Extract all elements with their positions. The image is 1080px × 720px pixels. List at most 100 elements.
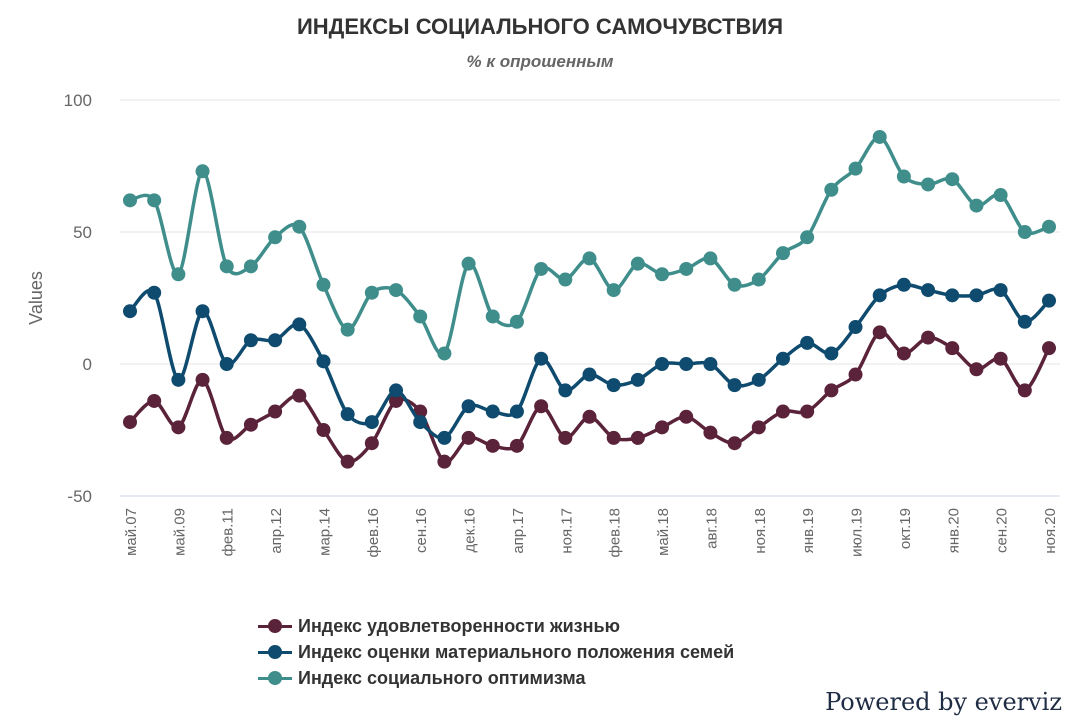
data-point[interactable] [509, 404, 524, 419]
data-point[interactable] [703, 425, 718, 440]
data-point[interactable] [558, 272, 573, 287]
data-point[interactable] [582, 409, 597, 424]
data-point[interactable] [679, 357, 694, 371]
data-point[interactable] [340, 407, 355, 422]
legend-item-material-situation[interactable]: Индекс оценки материального положения се… [258, 639, 734, 665]
data-point[interactable] [993, 351, 1008, 366]
data-point[interactable] [848, 320, 863, 335]
data-point[interactable] [485, 309, 500, 324]
data-point[interactable] [171, 372, 186, 387]
data-point[interactable] [824, 346, 839, 361]
data-point[interactable] [389, 383, 404, 398]
data-point[interactable] [437, 346, 452, 361]
data-point[interactable] [243, 259, 258, 274]
data-point[interactable] [437, 454, 452, 469]
data-point[interactable] [969, 198, 984, 213]
data-point[interactable] [872, 325, 887, 340]
data-point[interactable] [969, 362, 984, 377]
data-point[interactable] [824, 182, 839, 197]
data-point[interactable] [1042, 293, 1056, 308]
data-point[interactable] [630, 430, 645, 445]
data-point[interactable] [243, 417, 258, 432]
data-point[interactable] [727, 436, 742, 451]
data-point[interactable] [848, 367, 863, 382]
data-point[interactable] [123, 304, 137, 319]
data-point[interactable] [268, 333, 283, 348]
data-point[interactable] [509, 438, 524, 453]
data-point[interactable] [268, 230, 283, 245]
data-point[interactable] [413, 309, 428, 324]
data-point[interactable] [364, 285, 379, 300]
data-point[interactable] [824, 383, 839, 398]
data-point[interactable] [219, 259, 234, 274]
data-point[interactable] [751, 372, 766, 387]
data-point[interactable] [945, 341, 960, 356]
data-point[interactable] [751, 420, 766, 435]
data-point[interactable] [195, 304, 210, 319]
data-point[interactable] [606, 378, 621, 393]
data-point[interactable] [316, 277, 331, 292]
data-point[interactable] [751, 272, 766, 287]
legend-item-life-satisfaction[interactable]: Индекс удовлетворенности жизнью [258, 613, 734, 639]
data-point[interactable] [292, 219, 307, 234]
data-point[interactable] [921, 177, 936, 192]
data-point[interactable] [848, 161, 863, 176]
data-point[interactable] [364, 415, 379, 430]
data-point[interactable] [147, 193, 162, 208]
data-point[interactable] [679, 261, 694, 276]
data-point[interactable] [316, 354, 331, 369]
data-point[interactable] [558, 383, 573, 398]
data-point[interactable] [896, 169, 911, 184]
data-point[interactable] [630, 372, 645, 387]
data-point[interactable] [1017, 314, 1032, 329]
data-point[interactable] [461, 399, 476, 414]
data-point[interactable] [896, 346, 911, 361]
data-point[interactable] [219, 430, 234, 445]
data-point[interactable] [630, 256, 645, 271]
data-point[interactable] [775, 246, 790, 261]
data-point[interactable] [340, 454, 355, 469]
data-point[interactable] [945, 172, 960, 187]
data-point[interactable] [534, 351, 549, 366]
data-point[interactable] [945, 288, 960, 303]
data-point[interactable] [775, 404, 790, 419]
data-point[interactable] [872, 288, 887, 303]
data-point[interactable] [921, 330, 936, 345]
data-point[interactable] [1042, 341, 1056, 356]
data-point[interactable] [1017, 383, 1032, 398]
data-point[interactable] [461, 256, 476, 271]
data-point[interactable] [1042, 219, 1056, 234]
legend-item-social-optimism[interactable]: Индекс социального оптимизма [258, 665, 734, 691]
data-point[interactable] [727, 378, 742, 393]
data-point[interactable] [558, 430, 573, 445]
data-point[interactable] [582, 367, 597, 382]
data-point[interactable] [1017, 225, 1032, 239]
data-point[interactable] [655, 420, 670, 435]
data-point[interactable] [800, 404, 815, 419]
data-point[interactable] [872, 129, 887, 144]
data-point[interactable] [437, 430, 452, 445]
data-point[interactable] [123, 415, 137, 430]
data-point[interactable] [389, 283, 404, 298]
data-point[interactable] [679, 409, 694, 424]
data-point[interactable] [364, 436, 379, 451]
data-point[interactable] [171, 267, 186, 282]
data-point[interactable] [485, 438, 500, 453]
data-point[interactable] [534, 261, 549, 276]
data-point[interactable] [703, 357, 718, 371]
data-point[interactable] [606, 283, 621, 298]
data-point[interactable] [171, 420, 186, 435]
data-point[interactable] [461, 430, 476, 445]
data-point[interactable] [727, 277, 742, 292]
data-point[interactable] [340, 322, 355, 337]
data-point[interactable] [655, 267, 670, 282]
data-point[interactable] [485, 404, 500, 419]
data-point[interactable] [316, 423, 331, 437]
data-point[interactable] [993, 283, 1008, 298]
data-point[interactable] [413, 415, 428, 430]
data-point[interactable] [775, 351, 790, 366]
data-point[interactable] [800, 335, 815, 350]
data-point[interactable] [655, 357, 670, 371]
data-point[interactable] [268, 404, 283, 419]
data-point[interactable] [195, 164, 210, 179]
